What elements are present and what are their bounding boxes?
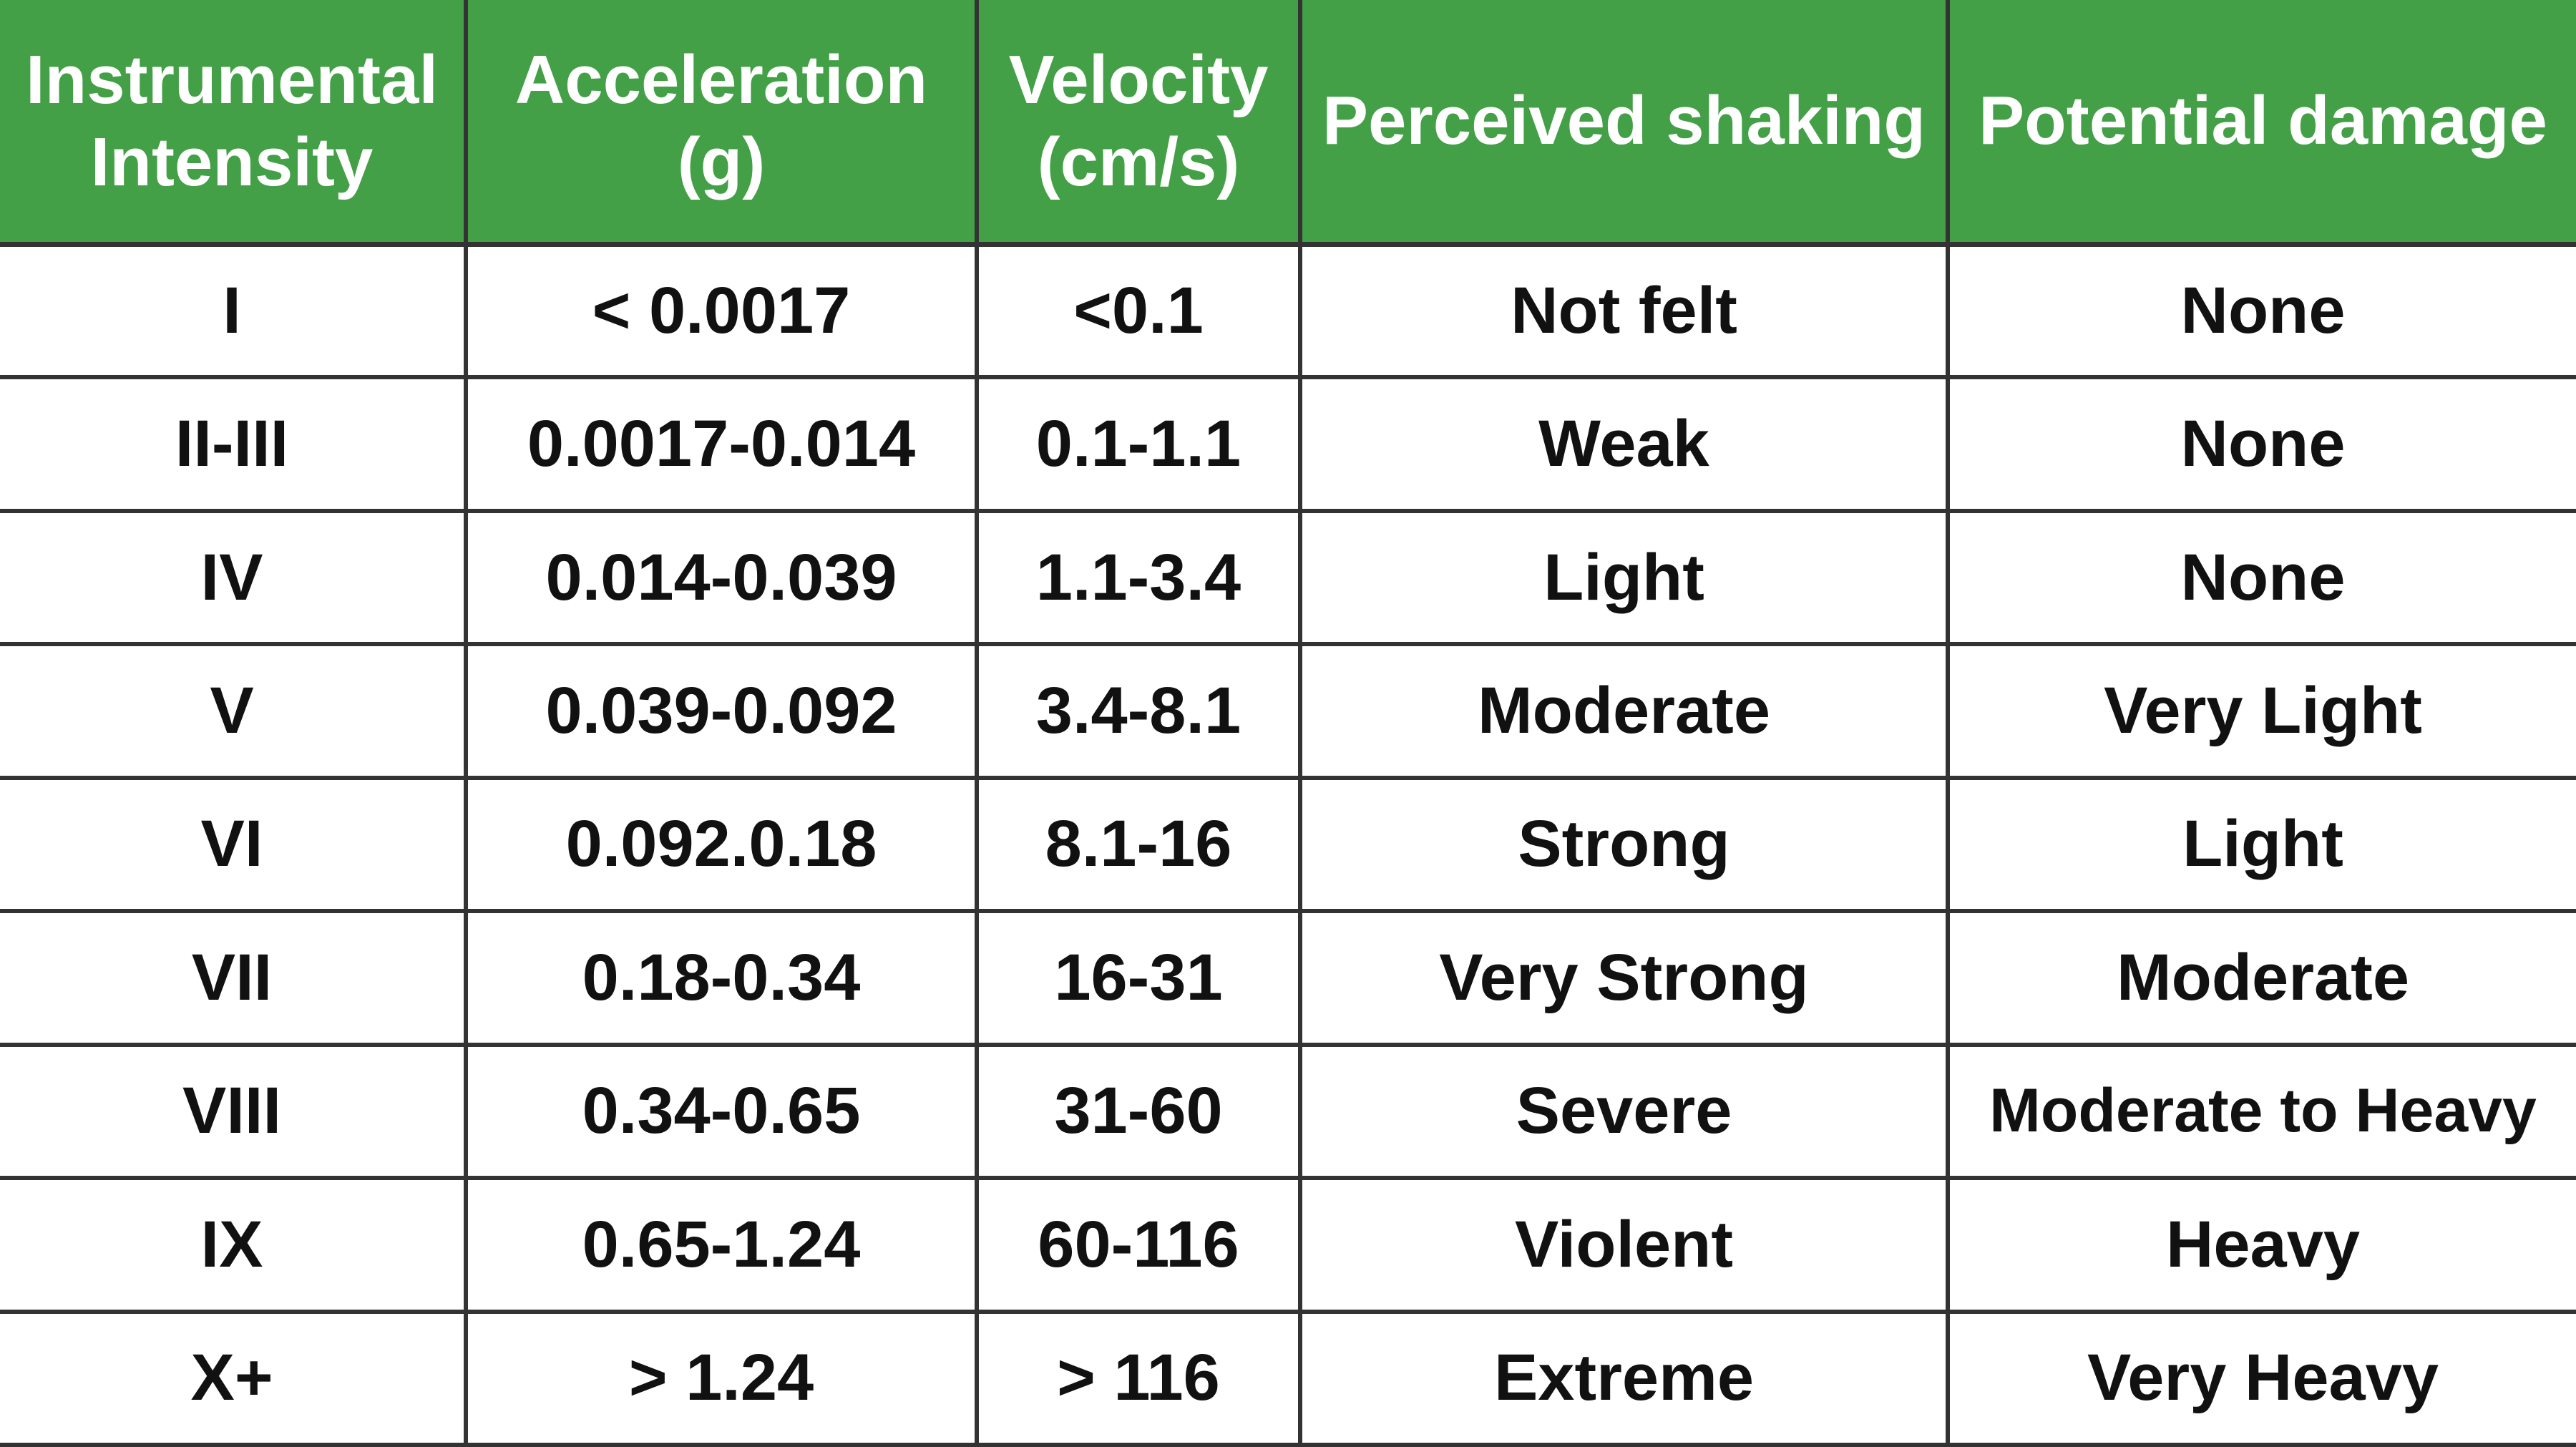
cell-acceleration: 0.0017-0.014	[466, 377, 979, 513]
cell-intensity: X+	[0, 1311, 468, 1447]
cell-velocity: 31-60	[977, 1044, 1302, 1181]
table-body: I < 0.0017 <0.1 Not felt None II-III 0.0017-0.…	[0, 244, 2576, 1447]
cell-velocity: 16-31	[977, 911, 1302, 1047]
table-row: V 0.039-0.092 3.4-8.1 Moderate Very Light	[0, 644, 2576, 780]
cell-acceleration: 0.34-0.65	[466, 1044, 979, 1181]
table-row: I < 0.0017 <0.1 Not felt None	[0, 244, 2576, 380]
cell-potential-damage: None	[1948, 510, 2576, 647]
cell-velocity: 60-116	[977, 1178, 1302, 1314]
cell-potential-damage: None	[1948, 377, 2576, 513]
table-row: VII 0.18-0.34 16-31 Very Strong Moderate	[0, 911, 2576, 1047]
cell-velocity: 0.1-1.1	[977, 377, 1302, 513]
cell-velocity: 1.1-3.4	[977, 510, 1302, 647]
cell-potential-damage: Moderate to Heavy	[1948, 1044, 2576, 1181]
table-row: IV 0.014-0.039 1.1-3.4 Light None	[0, 510, 2576, 647]
column-header-acceleration: Acceleration (g)	[466, 0, 979, 247]
cell-intensity: VIII	[0, 1044, 468, 1181]
cell-acceleration: 0.18-0.34	[466, 911, 979, 1047]
table-row: II-III 0.0017-0.014 0.1-1.1 Weak None	[0, 377, 2576, 513]
cell-intensity: VII	[0, 911, 468, 1047]
cell-perceived-shaking: Light	[1300, 510, 1950, 647]
column-header-perceived-shaking: Perceived shaking	[1300, 0, 1950, 247]
column-header-velocity: Velocity (cm/s)	[977, 0, 1302, 247]
table-row: X+ > 1.24 > 116 Extreme Very Heavy	[0, 1311, 2576, 1447]
cell-potential-damage: Very Light	[1948, 644, 2576, 780]
cell-perceived-shaking: Weak	[1300, 377, 1950, 513]
table-header: Instrumental Intensity Acceleration (g) Ve…	[0, 0, 2576, 247]
cell-perceived-shaking: Strong	[1300, 777, 1950, 914]
cell-velocity: 3.4-8.1	[977, 644, 1302, 780]
header-row: Instrumental Intensity Acceleration (g) Ve…	[0, 0, 2576, 247]
cell-intensity: IX	[0, 1178, 468, 1314]
cell-perceived-shaking: Extreme	[1300, 1311, 1950, 1447]
cell-perceived-shaking: Moderate	[1300, 644, 1950, 780]
cell-acceleration: > 1.24	[466, 1311, 979, 1447]
cell-velocity: > 116	[977, 1311, 1302, 1447]
cell-acceleration: 0.092.0.18	[466, 777, 979, 914]
cell-potential-damage: Moderate	[1948, 911, 2576, 1047]
cell-acceleration: < 0.0017	[466, 244, 979, 380]
cell-perceived-shaking: Not felt	[1300, 244, 1950, 380]
cell-perceived-shaking: Severe	[1300, 1044, 1950, 1181]
cell-perceived-shaking: Violent	[1300, 1178, 1950, 1314]
table-row: IX 0.65-1.24 60-116 Violent Heavy	[0, 1178, 2576, 1314]
cell-intensity: VI	[0, 777, 468, 914]
cell-intensity: IV	[0, 510, 468, 647]
cell-acceleration: 0.039-0.092	[466, 644, 979, 780]
table-row: VI 0.092.0.18 8.1-16 Strong Light	[0, 777, 2576, 914]
column-header-potential-damage: Potential damage	[1948, 0, 2576, 247]
cell-velocity: <0.1	[977, 244, 1302, 380]
table-row: VIII 0.34-0.65 31-60 Severe Moderate to Heav…	[0, 1044, 2576, 1181]
cell-intensity: V	[0, 644, 468, 780]
column-header-intensity: Instrumental Intensity	[0, 0, 468, 247]
cell-perceived-shaking: Very Strong	[1300, 911, 1950, 1047]
cell-potential-damage: Heavy	[1948, 1178, 2576, 1314]
cell-potential-damage: Light	[1948, 777, 2576, 914]
cell-intensity: II-III	[0, 377, 468, 513]
cell-velocity: 8.1-16	[977, 777, 1302, 914]
cell-potential-damage: None	[1948, 244, 2576, 380]
cell-acceleration: 0.65-1.24	[466, 1178, 979, 1314]
cell-potential-damage: Very Heavy	[1948, 1311, 2576, 1447]
cell-intensity: I	[0, 244, 468, 380]
cell-acceleration: 0.014-0.039	[466, 510, 979, 647]
